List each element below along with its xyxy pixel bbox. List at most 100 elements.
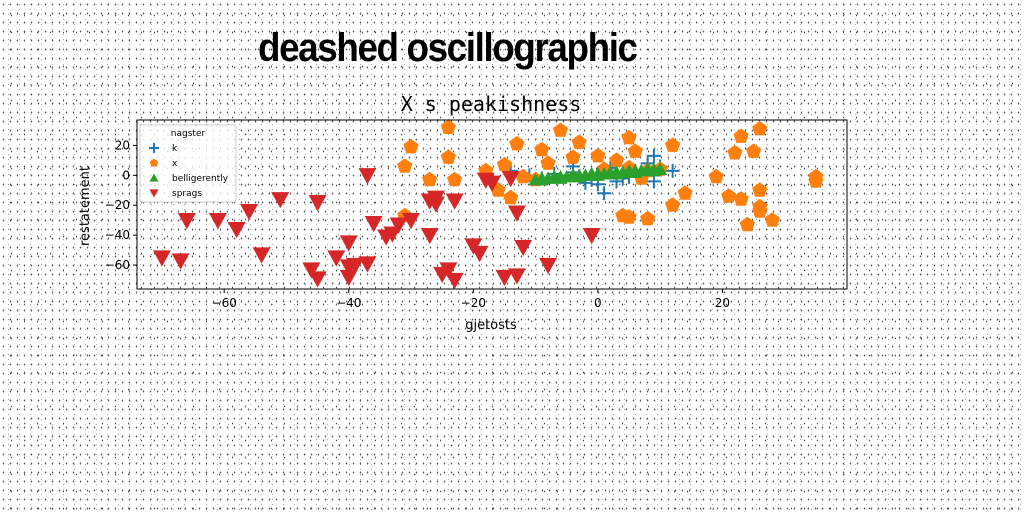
data-point [447, 171, 463, 187]
series-sprags [152, 168, 601, 290]
data-point [553, 171, 568, 184]
legend-label: belligerently [172, 174, 229, 184]
data-point [572, 169, 587, 183]
data-point [403, 138, 419, 154]
data-point [534, 141, 550, 157]
legend-label: x [172, 159, 178, 169]
legend-box [139, 124, 237, 203]
data-point [327, 250, 346, 267]
data-point [739, 216, 755, 232]
data-point [590, 147, 606, 163]
data-point [597, 186, 612, 201]
data-point [733, 128, 749, 143]
data-point [665, 137, 681, 152]
data-point [445, 193, 464, 210]
y-tick-label: −20 [105, 198, 130, 212]
data-point [445, 272, 464, 290]
data-point [540, 155, 556, 170]
x-axis-label: gjetosts [465, 318, 517, 333]
x-tick-label: −20 [461, 296, 486, 310]
data-point [496, 156, 513, 172]
data-point [389, 217, 408, 234]
data-point [339, 269, 358, 287]
plot-frame [136, 119, 848, 290]
data-point [507, 205, 526, 222]
y-tick-label: −60 [105, 258, 130, 272]
data-point [302, 262, 321, 279]
data-point [764, 212, 780, 227]
data-point [308, 195, 327, 212]
data-point [402, 213, 421, 230]
data-point [733, 191, 749, 206]
data-point [227, 221, 246, 239]
y-tick-label: 20 [115, 138, 130, 152]
x-tick-label: −40 [336, 296, 361, 310]
data-point [752, 203, 768, 218]
data-point [721, 188, 737, 203]
chart-title: X s peakishness [401, 92, 582, 116]
data-point [534, 172, 549, 186]
data-point [440, 149, 456, 164]
x-tick-label: −60 [212, 296, 237, 310]
data-point [752, 182, 768, 197]
data-point [208, 213, 227, 230]
data-point [752, 121, 768, 136]
y-tick-label: −40 [105, 228, 130, 242]
data-point [727, 144, 743, 160]
data-point [646, 148, 661, 163]
data-point [609, 152, 625, 167]
data-point [621, 129, 637, 145]
data-point [358, 256, 377, 273]
data-point [582, 227, 601, 245]
data-point [708, 168, 724, 184]
data-point [590, 168, 605, 181]
data-point [501, 171, 520, 188]
data-point [358, 168, 377, 185]
y-axis-label: restatement [78, 166, 93, 246]
x-tick-label: 20 [715, 296, 730, 310]
data-point [665, 163, 680, 178]
data-point [240, 204, 259, 221]
data-point [565, 149, 581, 164]
data-point [552, 122, 569, 137]
legend-marker [149, 173, 159, 182]
data-point [646, 163, 661, 177]
banner-title: deashed oscillographic [258, 26, 638, 70]
legend: nagster kx belligerently sprags [139, 124, 237, 203]
data-point [339, 235, 358, 252]
data-point [514, 239, 533, 257]
data-point [746, 143, 762, 158]
legend-marker [149, 189, 159, 198]
data-point [483, 175, 501, 192]
y-tick-label: 0 [122, 168, 130, 182]
data-point [571, 134, 587, 149]
data-point [364, 215, 383, 233]
data-point [470, 245, 489, 263]
data-point [628, 165, 643, 178]
data-point [627, 143, 643, 158]
data-point [252, 247, 271, 264]
data-point [420, 227, 439, 245]
data-point [426, 196, 445, 213]
data-point [665, 197, 681, 212]
data-point [422, 171, 438, 187]
data-point [152, 250, 171, 267]
data-point [609, 166, 624, 180]
series-belligerently [528, 162, 668, 186]
data-point [646, 174, 661, 189]
legend-label: k [172, 144, 178, 154]
data-point [439, 262, 458, 279]
legend-marker [149, 158, 159, 167]
data-point [808, 173, 824, 188]
data-point [503, 189, 519, 205]
data-point [539, 257, 558, 275]
data-point [177, 213, 196, 230]
data-point [345, 257, 364, 275]
data-point [171, 253, 190, 270]
data-point [397, 158, 413, 173]
legend-marker [149, 143, 159, 153]
data-point [308, 271, 327, 288]
x-tick-label: 0 [594, 296, 602, 310]
data-point [509, 135, 525, 151]
